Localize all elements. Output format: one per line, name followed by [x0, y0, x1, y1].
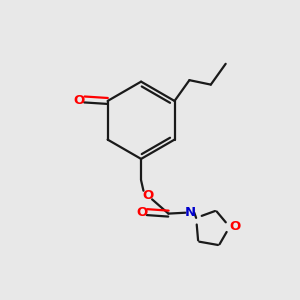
Text: O: O [136, 206, 147, 219]
Text: O: O [74, 94, 85, 106]
Text: O: O [229, 220, 240, 233]
Text: N: N [184, 206, 195, 219]
Text: O: O [142, 189, 153, 202]
